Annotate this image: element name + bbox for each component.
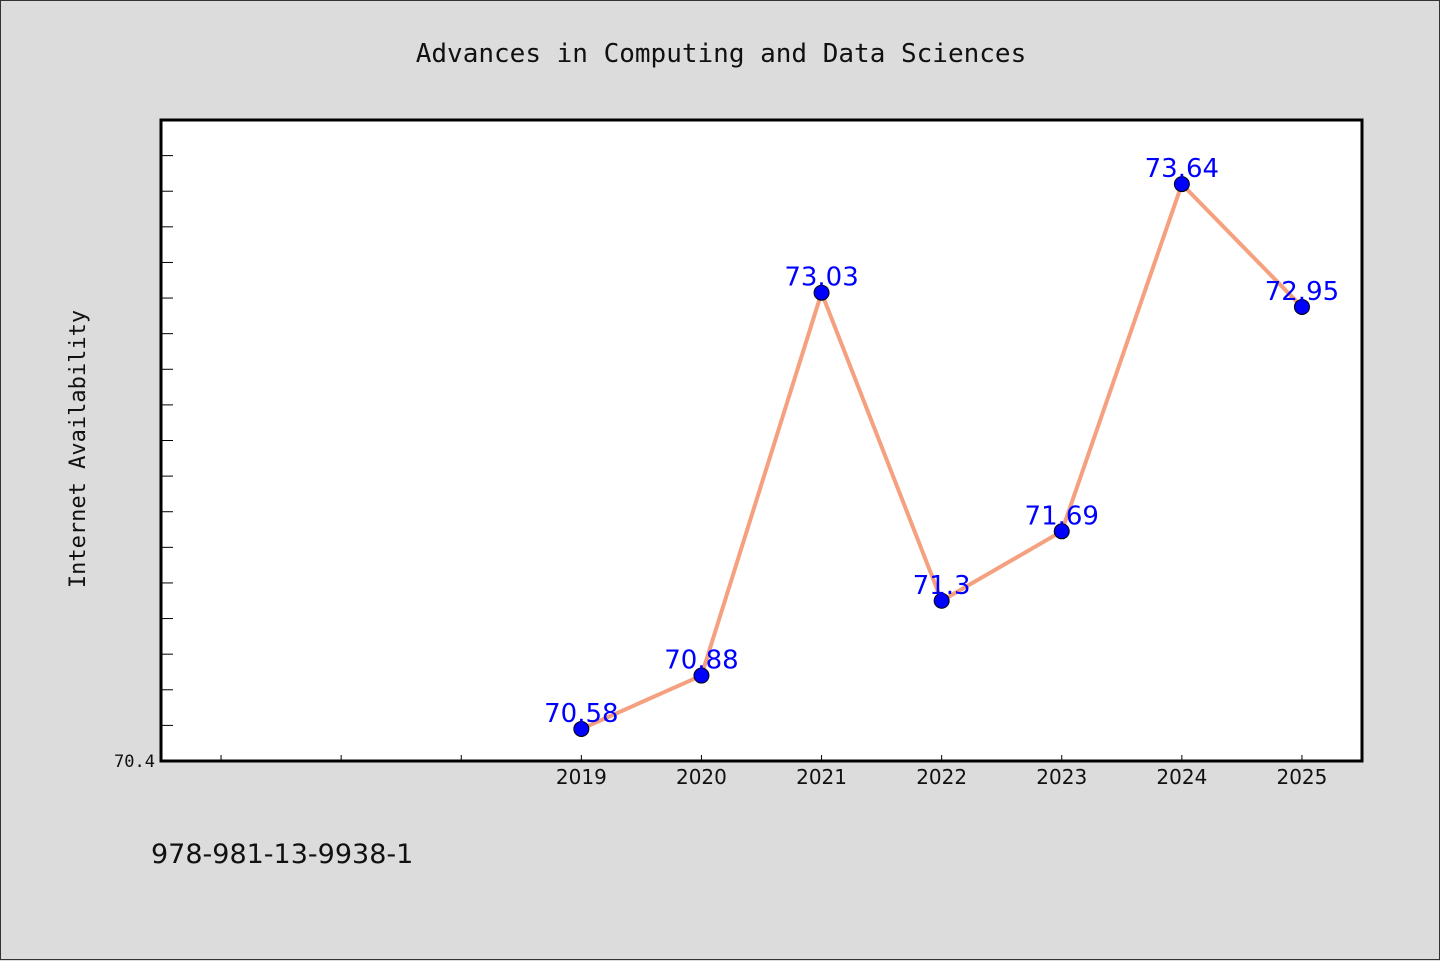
x-tick-label: 2025 (1276, 765, 1327, 789)
data-point (1053, 523, 1070, 540)
chart-title: Advances in Computing and Data Sciences (416, 39, 1026, 69)
data-label: 73.03 (784, 263, 858, 293)
x-tick-label: 2019 (556, 765, 607, 789)
ticks-layer: 70.4 2019 2020 2021 2022 2023 2024 2025 (114, 119, 1327, 789)
data-label: 70.58 (544, 699, 618, 729)
data-label: 73.64 (1145, 154, 1219, 184)
x-tick-label: 2021 (796, 765, 847, 789)
x-tick-label: 2024 (1156, 765, 1207, 789)
x-tick-label: 2020 (676, 765, 727, 789)
data-point (693, 667, 710, 684)
data-label: 71.69 (1025, 501, 1099, 531)
data-point (813, 284, 830, 301)
data-point (1173, 176, 1190, 193)
data-point (1293, 298, 1310, 315)
data-point (573, 720, 590, 737)
data-label: 71.3 (913, 571, 971, 601)
plot-area (159, 118, 1364, 763)
data-label: 72.95 (1265, 277, 1339, 307)
y-axis-label: Internet Availability (66, 310, 91, 588)
y-tick-label: 70.4 (114, 752, 155, 772)
isbn-footer: 978-981-13-9938-1 (151, 839, 413, 870)
x-tick-label: 2023 (1036, 765, 1087, 789)
data-point (933, 592, 950, 609)
data-label: 70.88 (664, 646, 738, 676)
x-tick-label: 2022 (916, 765, 967, 789)
marks-layer: 70.58 70.88 73.03 71.3 71.69 73.64 72.95 (544, 154, 1339, 737)
